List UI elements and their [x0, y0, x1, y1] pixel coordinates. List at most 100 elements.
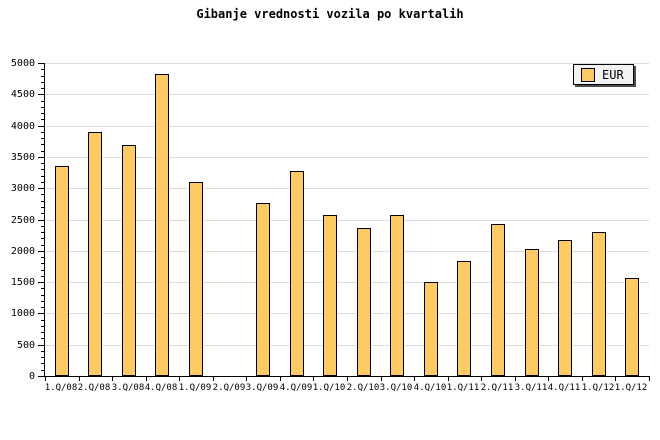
- x-axis-label: 3.Q/08: [111, 383, 145, 393]
- y-axis-minor-tick: [41, 226, 44, 227]
- y-axis-major-tick: [38, 188, 44, 189]
- y-axis-major-tick: [38, 376, 44, 377]
- y-axis-minor-tick: [41, 138, 44, 139]
- legend-swatch-icon: [581, 67, 595, 82]
- bar: [592, 232, 606, 376]
- y-axis-minor-tick: [41, 295, 44, 296]
- y-axis-minor-tick: [41, 101, 44, 102]
- y-axis-minor-tick: [41, 119, 44, 120]
- y-axis-major-tick: [38, 220, 44, 221]
- x-axis-tick: [582, 376, 583, 381]
- y-axis-minor-tick: [41, 69, 44, 70]
- legend: EUR: [573, 64, 634, 85]
- bar: [323, 215, 337, 376]
- y-axis-minor-tick: [41, 176, 44, 177]
- bar: [457, 261, 471, 376]
- bar: [290, 171, 304, 376]
- y-axis-label: 2500: [10, 215, 35, 226]
- y-axis-minor-tick: [41, 151, 44, 152]
- y-axis-minor-tick: [41, 288, 44, 289]
- y-axis-label: 500: [16, 340, 35, 351]
- x-axis-label: 1.Q/10: [312, 383, 346, 393]
- x-axis-label: 4.Q/09: [279, 383, 313, 393]
- bar: [491, 224, 505, 376]
- gridline: [45, 188, 649, 189]
- bar: [390, 215, 404, 376]
- bar: [88, 132, 102, 376]
- y-axis-minor-tick: [41, 351, 44, 352]
- y-axis-label: 2000: [10, 246, 35, 257]
- y-axis-minor-tick: [41, 363, 44, 364]
- plot-area: [38, 63, 650, 381]
- y-axis-major-tick: [38, 94, 44, 95]
- x-axis-tick: [414, 376, 415, 381]
- x-axis-tick: [280, 376, 281, 381]
- x-axis-label: 3.Q/11: [514, 383, 548, 393]
- legend-label: EUR: [602, 67, 624, 82]
- y-axis-major-tick: [38, 345, 44, 346]
- bar: [558, 240, 572, 376]
- x-axis-tick: [448, 376, 449, 381]
- y-axis-label: 4000: [10, 121, 35, 132]
- bar: [357, 228, 371, 376]
- y-axis-minor-tick: [41, 270, 44, 271]
- y-axis-minor-tick: [41, 245, 44, 246]
- y-axis-minor-tick: [41, 163, 44, 164]
- x-axis-tick: [112, 376, 113, 381]
- y-axis-minor-tick: [41, 201, 44, 202]
- chart-title: Gibanje vrednosti vozila po kvartalih: [196, 7, 464, 21]
- y-axis-major-tick: [38, 63, 44, 64]
- x-axis-tick: [246, 376, 247, 381]
- y-axis-minor-tick: [41, 169, 44, 170]
- y-axis-minor-tick: [41, 301, 44, 302]
- y-axis-minor-tick: [41, 332, 44, 333]
- x-axis-tick: [313, 376, 314, 381]
- x-axis-label: 4.Q/11: [547, 383, 581, 393]
- gridline: [45, 313, 649, 314]
- y-axis-minor-tick: [41, 113, 44, 114]
- gridline: [45, 63, 649, 64]
- x-axis-tick: [515, 376, 516, 381]
- y-axis-minor-tick: [41, 182, 44, 183]
- x-axis-tick: [548, 376, 549, 381]
- bar: [625, 278, 639, 376]
- y-axis-minor-tick: [41, 238, 44, 239]
- y-axis-minor-tick: [41, 132, 44, 133]
- y-axis-minor-tick: [41, 107, 44, 108]
- y-axis-minor-tick: [41, 257, 44, 258]
- y-axis-label: 3000: [10, 183, 35, 194]
- gridline: [45, 220, 649, 221]
- bar: [424, 282, 438, 376]
- x-axis-tick: [615, 376, 616, 381]
- y-axis-major-tick: [38, 157, 44, 158]
- bar: [122, 145, 136, 376]
- x-axis-label: 1.Q/12: [614, 383, 648, 393]
- x-axis-label: 2.Q/10: [346, 383, 380, 393]
- y-axis-label: 0: [28, 371, 35, 382]
- x-axis-label: 2.Q/11: [480, 383, 514, 393]
- x-axis-tick: [213, 376, 214, 381]
- gridline: [45, 251, 649, 252]
- y-axis-minor-tick: [41, 213, 44, 214]
- gridline: [45, 157, 649, 158]
- x-axis-tick: [347, 376, 348, 381]
- y-axis-minor-tick: [41, 82, 44, 83]
- y-axis-major-tick: [38, 313, 44, 314]
- gridline: [45, 345, 649, 346]
- x-axis-label: 1.Q/11: [446, 383, 480, 393]
- x-axis-tick: [179, 376, 180, 381]
- y-axis-minor-tick: [41, 194, 44, 195]
- x-axis-label: 2.Q/09: [212, 383, 246, 393]
- y-axis-label: 4500: [10, 89, 35, 100]
- y-axis-major-tick: [38, 282, 44, 283]
- x-axis-label: 1.Q/12: [581, 383, 615, 393]
- x-axis-label: 4.Q/10: [413, 383, 447, 393]
- y-axis-minor-tick: [41, 326, 44, 327]
- y-axis-minor-tick: [41, 320, 44, 321]
- x-axis-tick: [146, 376, 147, 381]
- x-axis-label: 3.Q/09: [245, 383, 279, 393]
- y-axis-label: 1500: [10, 277, 35, 288]
- y-axis-major-tick: [38, 251, 44, 252]
- x-axis-label: 3.Q/10: [379, 383, 413, 393]
